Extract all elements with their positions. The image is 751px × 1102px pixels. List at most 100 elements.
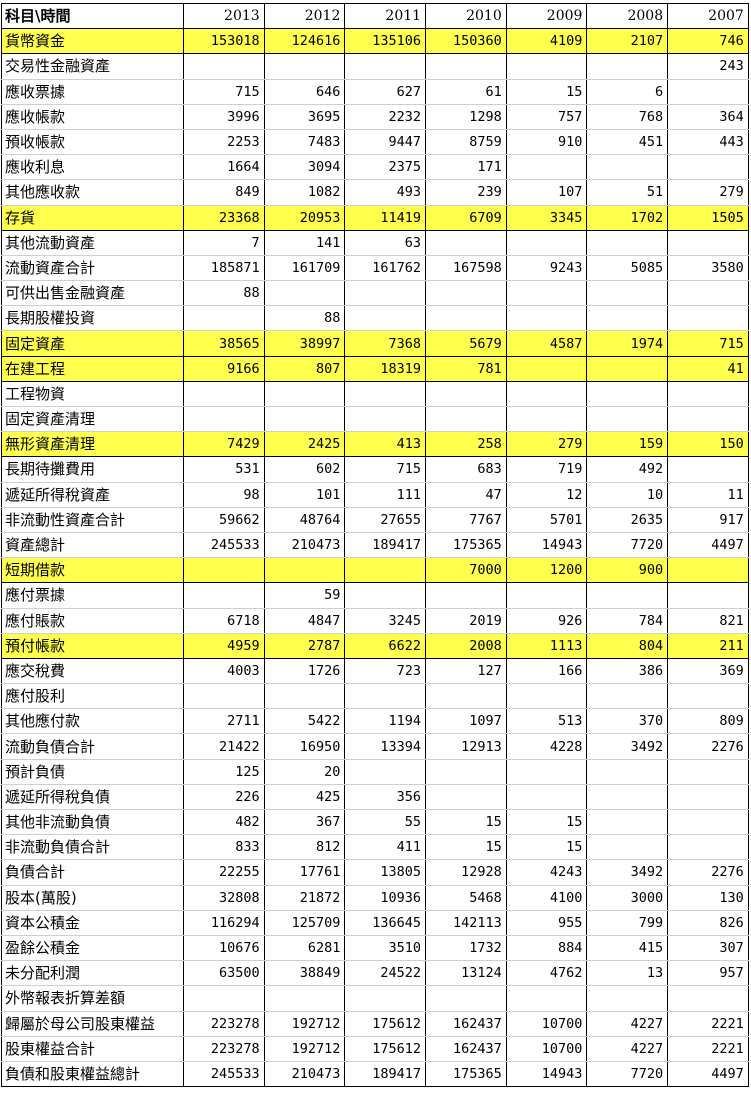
value-cell xyxy=(586,985,669,1012)
value-cell: 1200 xyxy=(506,557,588,584)
value-cell: 3996 xyxy=(183,104,265,130)
value-cell: 6718 xyxy=(183,608,265,634)
value-cell: 159 xyxy=(586,431,669,458)
value-cell xyxy=(506,759,588,785)
value-cell xyxy=(667,406,749,433)
value-cell: 142113 xyxy=(425,910,507,936)
row-label-cell: 外幣報表折算差額 xyxy=(1,985,184,1012)
value-cell: 10700 xyxy=(506,1011,588,1037)
value-cell: 226 xyxy=(183,784,265,811)
table-row: 交易性金融資產 243 xyxy=(1,53,749,80)
value-cell: 4959 xyxy=(183,633,265,659)
value-cell xyxy=(183,53,265,80)
value-cell xyxy=(506,356,588,382)
table-row: 非流動負債合計 833 812 411 15 15 xyxy=(1,834,749,861)
value-cell xyxy=(667,759,749,785)
value-cell: 768 xyxy=(586,104,669,130)
value-cell xyxy=(586,784,669,811)
value-cell xyxy=(506,280,588,307)
value-cell xyxy=(425,406,507,433)
value-cell xyxy=(264,280,346,307)
value-cell: 2232 xyxy=(344,104,427,130)
value-cell: 13124 xyxy=(425,960,507,987)
value-cell xyxy=(183,582,265,609)
value-cell: 482 xyxy=(183,809,265,836)
value-cell: 513 xyxy=(506,708,588,735)
row-label-cell: 流動資產合計 xyxy=(1,255,184,282)
value-cell xyxy=(344,406,427,433)
value-cell: 130 xyxy=(667,885,749,911)
value-cell xyxy=(586,683,669,710)
value-cell: 141 xyxy=(264,230,346,256)
value-cell xyxy=(586,759,669,785)
row-label-cell: 非流動性資產合計 xyxy=(1,507,184,533)
value-cell xyxy=(506,53,588,80)
value-cell: 20953 xyxy=(264,205,346,231)
row-label-cell: 無形資產清理 xyxy=(1,431,184,458)
value-cell xyxy=(506,784,588,811)
row-label-cell: 長期股權投資 xyxy=(1,305,184,332)
value-cell: 4762 xyxy=(506,960,588,987)
table-row: 遞延所得稅負債 226 425 356 xyxy=(1,784,749,811)
value-cell xyxy=(344,53,427,80)
value-cell: 6709 xyxy=(425,205,507,231)
value-cell: 531 xyxy=(183,456,265,483)
value-cell: 3695 xyxy=(264,104,346,130)
value-cell: 7767 xyxy=(425,507,507,533)
value-cell: 175365 xyxy=(425,532,507,559)
table-row: 股本(萬股) 32808 21872 10936 5468 4100 3000 130 xyxy=(1,885,749,911)
table-row: 應收帳款 3996 3695 2232 1298 757 768 364 xyxy=(1,104,749,130)
value-cell xyxy=(667,456,749,483)
value-cell: 59662 xyxy=(183,507,265,533)
value-cell xyxy=(667,582,749,609)
value-cell: 125709 xyxy=(264,910,346,936)
value-cell xyxy=(586,381,669,408)
header-year-cell: 2007 xyxy=(667,2,749,30)
value-cell: 1974 xyxy=(586,330,669,357)
value-cell xyxy=(344,759,427,785)
row-label-cell: 遞延所得稅負債 xyxy=(1,784,184,811)
value-cell: 1298 xyxy=(425,104,507,130)
value-cell: 98 xyxy=(183,482,265,508)
value-cell: 171 xyxy=(425,154,507,181)
value-cell: 2019 xyxy=(425,608,507,634)
row-label-cell: 固定資產清理 xyxy=(1,406,184,433)
row-label-cell: 資本公積金 xyxy=(1,910,184,936)
table-row: 預收帳款 2253 7483 9447 8759 910 451 443 xyxy=(1,129,749,156)
row-label-cell: 股東權益合計 xyxy=(1,1036,184,1062)
value-cell: 3000 xyxy=(586,885,669,911)
header-year-cell: 2013 xyxy=(183,2,265,30)
value-cell: 10700 xyxy=(506,1036,588,1062)
value-cell: 3492 xyxy=(586,733,669,760)
value-cell: 51 xyxy=(586,179,669,206)
value-cell: 2425 xyxy=(264,431,346,458)
value-cell: 23368 xyxy=(183,205,265,231)
value-cell: 3094 xyxy=(264,154,346,181)
value-cell xyxy=(425,759,507,785)
value-cell: 161709 xyxy=(264,255,346,282)
value-cell: 38849 xyxy=(264,960,346,987)
value-cell xyxy=(586,230,669,256)
header-year-cell: 2008 xyxy=(586,2,669,30)
value-cell xyxy=(506,381,588,408)
value-cell: 4003 xyxy=(183,658,265,685)
value-cell: 48764 xyxy=(264,507,346,533)
row-label-cell: 工程物資 xyxy=(1,381,184,408)
value-cell: 127 xyxy=(425,658,507,685)
table-row: 工程物資 xyxy=(1,381,749,408)
value-cell: 849 xyxy=(183,179,265,206)
value-cell: 5422 xyxy=(264,708,346,735)
value-cell: 781 xyxy=(425,356,507,382)
header-year-cell: 2009 xyxy=(506,2,588,30)
value-cell: 32808 xyxy=(183,885,265,911)
value-cell: 602 xyxy=(264,456,346,483)
value-cell xyxy=(667,557,749,584)
row-label-cell: 預付帳款 xyxy=(1,633,184,659)
value-cell xyxy=(586,280,669,307)
value-cell: 189417 xyxy=(344,1061,427,1088)
value-cell: 715 xyxy=(344,456,427,483)
row-label-cell: 盈餘公積金 xyxy=(1,935,184,962)
value-cell: 4497 xyxy=(667,532,749,559)
value-cell: 826 xyxy=(667,910,749,936)
value-cell xyxy=(344,582,427,609)
